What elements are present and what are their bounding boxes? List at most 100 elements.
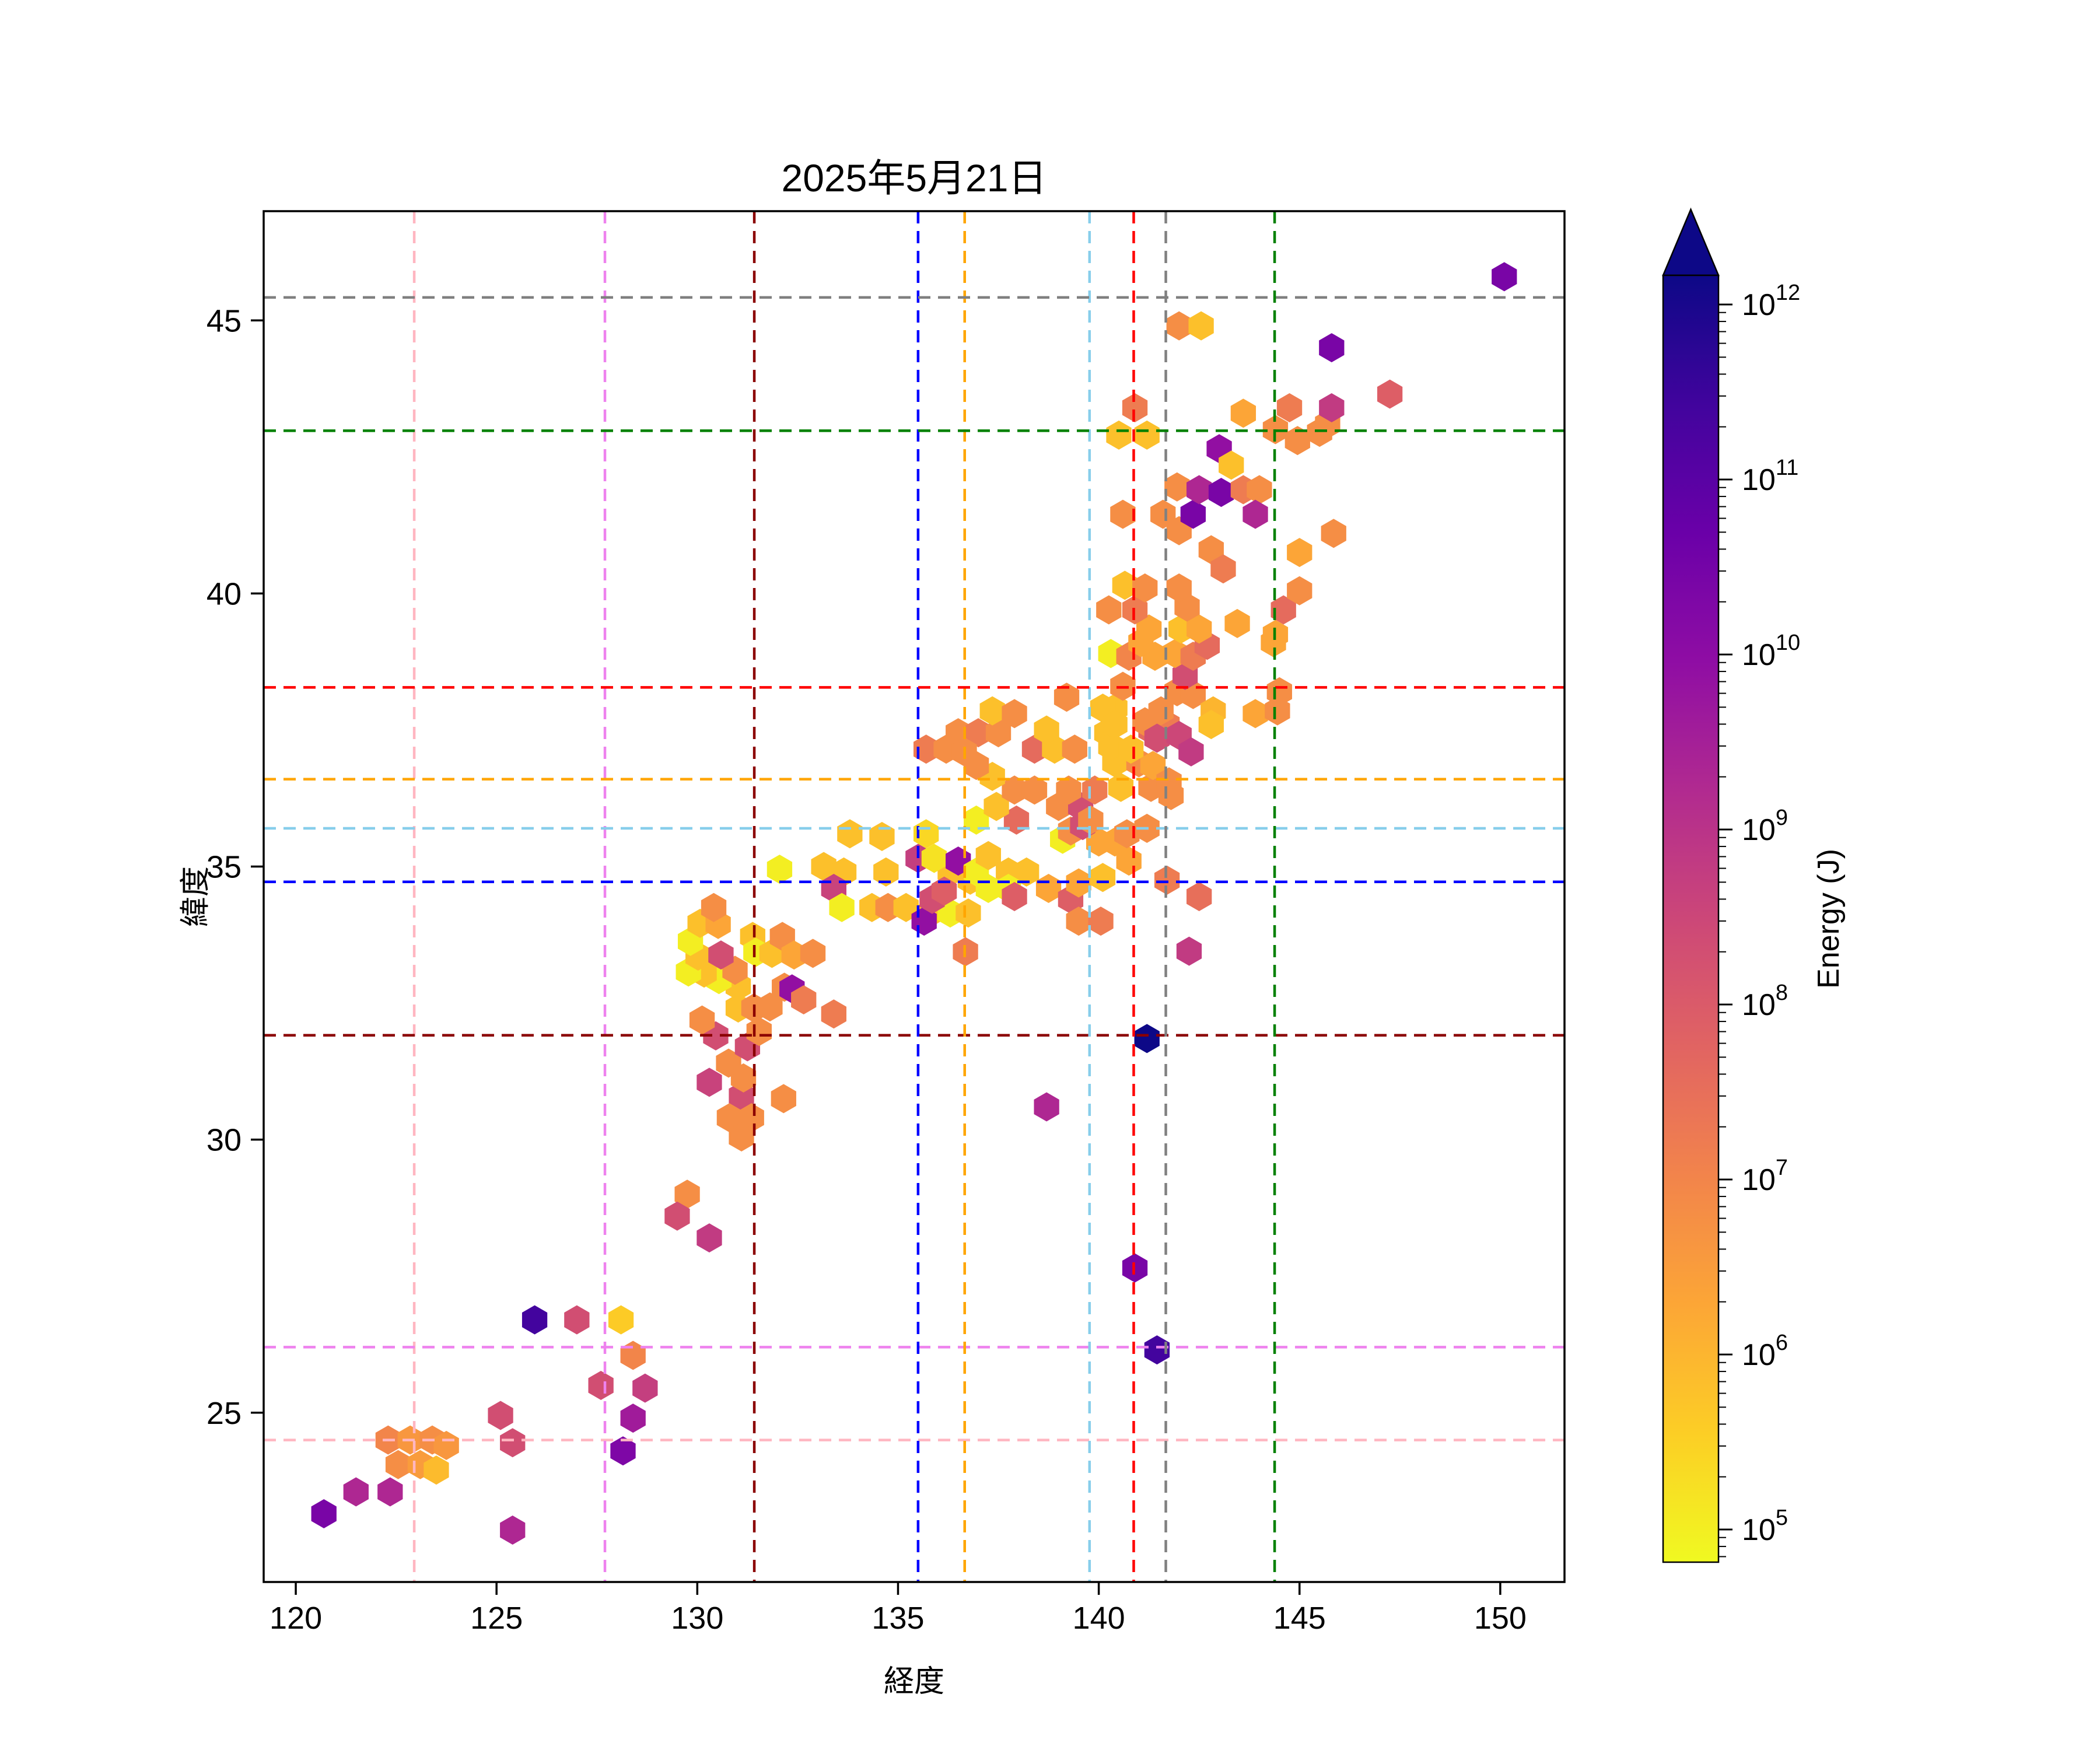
hexbin-cell xyxy=(1198,535,1224,565)
hexbin-cell xyxy=(1002,882,1027,911)
hexbin-cell xyxy=(1102,710,1128,740)
x-tick-label: 130 xyxy=(671,1601,723,1636)
hexbin-cell xyxy=(1034,715,1059,745)
hexbin-cell xyxy=(608,1305,634,1335)
hexbin-cell xyxy=(385,1450,411,1479)
hexbin-cell xyxy=(1219,450,1244,480)
hexbin-cell xyxy=(1186,882,1212,911)
hexbin-cell xyxy=(1118,734,1144,764)
hexbin-cell xyxy=(377,1477,403,1507)
hexbin-cell xyxy=(1266,677,1292,706)
hexbin-cell xyxy=(873,857,899,887)
hexbin-cell xyxy=(1116,846,1142,876)
hexbin-cell xyxy=(1164,472,1190,502)
hexbin-cell xyxy=(1319,393,1345,423)
reference-lines-layer xyxy=(264,211,1564,1582)
hexbin-cell xyxy=(674,1180,700,1209)
hexbin-cell xyxy=(965,718,991,748)
hexbin-cell xyxy=(610,1436,636,1466)
hexbin-cell xyxy=(1287,576,1312,606)
hexbin-cell xyxy=(1377,379,1403,409)
hexbin-cell xyxy=(696,1223,722,1253)
hexbin-cell xyxy=(921,844,947,873)
hexbin-cell xyxy=(1144,723,1170,753)
x-tick-label: 135 xyxy=(872,1601,924,1636)
hexbin-cell xyxy=(1180,499,1206,529)
y-tick-label: 30 xyxy=(206,1123,242,1158)
hexbin-cell xyxy=(1186,475,1212,505)
x-tick-label: 145 xyxy=(1273,1601,1326,1636)
colorbar-tick-label: 1010 xyxy=(1742,631,1800,672)
hexbin-cell xyxy=(1088,907,1114,936)
x-tick-label: 140 xyxy=(1073,1601,1125,1636)
hexbin-cell xyxy=(1106,420,1132,450)
hexbin-cell xyxy=(1034,1092,1059,1122)
y-tick-label: 35 xyxy=(206,850,242,885)
colorbar-extend-arrow xyxy=(1662,207,1720,276)
hexbin-cell xyxy=(869,822,895,852)
hexbin-cell xyxy=(620,1340,646,1370)
colorbar-label: Energy (J) xyxy=(1812,849,1846,989)
hexbin-cell xyxy=(620,1404,646,1433)
hexbin-cell xyxy=(696,1068,722,1097)
hexbin-cell xyxy=(837,819,863,849)
hexbin-cell xyxy=(1112,570,1138,600)
hexbin-cell xyxy=(1062,734,1087,764)
hexbin-cell xyxy=(1066,907,1091,936)
plot-frame xyxy=(262,210,1566,1583)
hexbin-cell xyxy=(1210,554,1236,584)
hexbin-cell xyxy=(564,1305,590,1335)
hexbin-cell xyxy=(1144,1335,1170,1365)
hexbin-cell xyxy=(1150,499,1176,529)
colorbar-tick-label: 108 xyxy=(1742,981,1788,1022)
hexbin-cell xyxy=(1110,499,1136,529)
hexbin-cell xyxy=(488,1401,513,1430)
hexbin-cell xyxy=(757,992,783,1022)
hexbin-cell xyxy=(1002,699,1027,729)
chart-title: 2025年5月21日 xyxy=(781,156,1047,200)
hexbin-cell xyxy=(913,734,939,764)
hexbin-cell xyxy=(1148,696,1174,726)
hexbin-cell xyxy=(500,1516,526,1545)
hexbin-cell xyxy=(1276,393,1303,423)
hexbin-cell xyxy=(1014,857,1040,887)
hexbin-cell xyxy=(975,841,1001,870)
hexbin-cell xyxy=(1492,262,1517,292)
hexbin-cell xyxy=(1035,873,1062,903)
hexbin-cell xyxy=(931,876,957,906)
hexbin-cell xyxy=(1140,751,1166,780)
hexbin-cell xyxy=(791,985,817,1014)
hexbin-cell xyxy=(716,1103,743,1133)
hexbin-cell xyxy=(979,696,1005,726)
colorbar-tick-label: 1012 xyxy=(1742,281,1800,322)
hexbin-cell xyxy=(1186,614,1212,644)
hexbin-cell xyxy=(588,1370,614,1400)
hexbin-cell xyxy=(913,819,939,849)
hexbin-cell xyxy=(1056,775,1082,805)
hexbin-cell xyxy=(1188,311,1214,341)
hexbin-cell xyxy=(1090,863,1116,892)
colorbar-tick-label: 107 xyxy=(1742,1156,1788,1197)
hexbin-cell xyxy=(811,852,836,881)
hexbin-cell xyxy=(701,892,727,922)
hexbin-cell xyxy=(1134,1024,1160,1054)
hexbin-cell xyxy=(1198,710,1224,740)
hexbin-cell xyxy=(1176,936,1202,966)
hexbin-cell xyxy=(1166,311,1192,341)
hexbin-cell xyxy=(821,999,846,1029)
hexbin-cell xyxy=(1270,595,1296,625)
hexbin-cell xyxy=(1136,614,1162,644)
hexbin-cell xyxy=(1096,595,1122,625)
hexbin-cell xyxy=(829,892,855,922)
hexbin-cell xyxy=(1098,732,1124,761)
colorbar-tick-label: 106 xyxy=(1742,1331,1788,1372)
hexbin-cell xyxy=(1002,775,1027,805)
hexbin-cell xyxy=(343,1477,369,1507)
hexbin-cell xyxy=(1134,420,1160,450)
hexbin-cell xyxy=(1178,737,1204,766)
hexbin-cell xyxy=(1166,573,1192,603)
hexbin-cell xyxy=(1242,699,1268,729)
x-tick-label: 125 xyxy=(470,1601,523,1636)
